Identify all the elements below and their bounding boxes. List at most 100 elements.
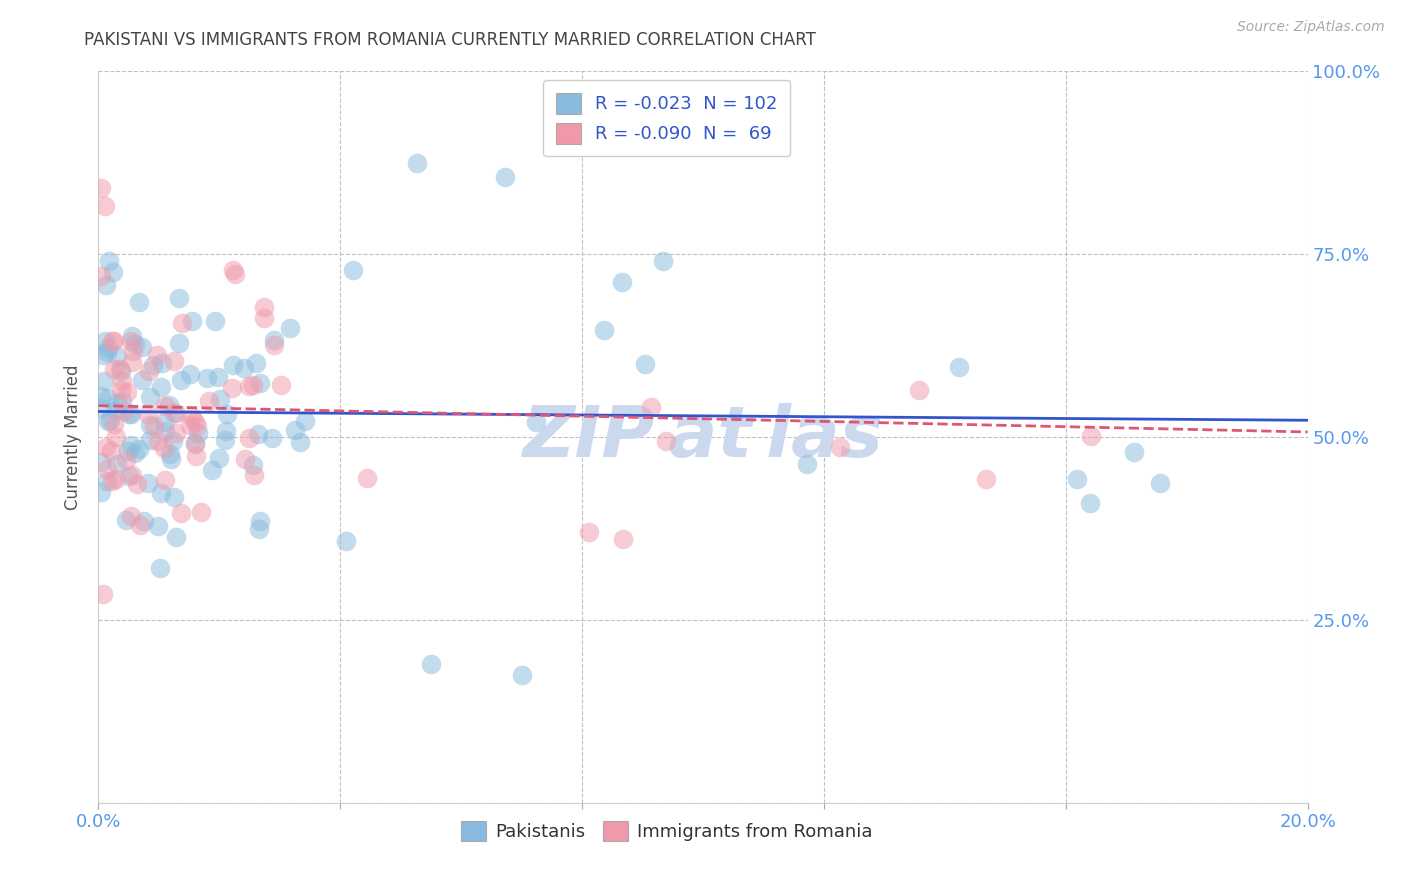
Pakistanis — [163, 406, 186, 420]
Immigrants from Romania — [242, 377, 264, 392]
Pakistanis — [90, 485, 112, 500]
Immigrants from Romania — [1080, 429, 1102, 443]
Pakistanis — [342, 262, 364, 277]
Pakistanis — [118, 469, 141, 483]
Pakistanis — [948, 360, 970, 375]
Pakistanis — [138, 433, 160, 447]
Pakistanis — [221, 358, 243, 372]
Immigrants from Romania — [100, 443, 122, 458]
Pakistanis — [335, 534, 357, 549]
Pakistanis — [162, 434, 184, 448]
Pakistanis — [124, 336, 146, 351]
Pakistanis — [124, 446, 146, 460]
Pakistanis — [157, 397, 180, 411]
Pakistanis — [128, 442, 150, 456]
Immigrants from Romania — [233, 451, 256, 466]
Pakistanis — [207, 450, 229, 465]
Immigrants from Romania — [138, 364, 160, 378]
Immigrants from Romania — [101, 474, 124, 488]
Pakistanis — [97, 392, 120, 406]
Pakistanis — [294, 414, 316, 428]
Immigrants from Romania — [908, 383, 931, 397]
Immigrants from Romania — [136, 407, 159, 421]
Immigrants from Romania — [238, 431, 260, 445]
Immigrants from Romania — [125, 477, 148, 491]
Immigrants from Romania — [121, 355, 143, 369]
Immigrants from Romania — [186, 418, 208, 433]
Immigrants from Romania — [179, 418, 201, 433]
Immigrants from Romania — [121, 467, 143, 482]
Pakistanis — [131, 340, 153, 354]
Pakistanis — [150, 356, 173, 370]
Pakistanis — [117, 443, 139, 458]
Immigrants from Romania — [105, 430, 128, 444]
Immigrants from Romania — [146, 348, 169, 362]
Pakistanis — [184, 435, 207, 450]
Pakistanis — [111, 394, 134, 409]
Pakistanis — [97, 341, 120, 355]
Pakistanis — [160, 451, 183, 466]
Pakistanis — [592, 323, 614, 337]
Pakistanis — [148, 519, 170, 533]
Immigrants from Romania — [103, 362, 125, 376]
Immigrants from Romania — [96, 461, 118, 475]
Immigrants from Romania — [117, 385, 139, 400]
Immigrants from Romania — [103, 417, 125, 431]
Immigrants from Romania — [578, 525, 600, 540]
Pakistanis — [215, 425, 238, 439]
Immigrants from Romania — [222, 263, 245, 277]
Immigrants from Romania — [356, 471, 378, 485]
Immigrants from Romania — [120, 334, 142, 348]
Pakistanis — [796, 457, 818, 471]
Pakistanis — [247, 426, 270, 441]
Pakistanis — [120, 438, 142, 452]
Immigrants from Romania — [110, 361, 132, 376]
Pakistanis — [232, 361, 254, 376]
Pakistanis — [262, 431, 284, 445]
Immigrants from Romania — [974, 472, 997, 486]
Pakistanis — [201, 462, 224, 476]
Immigrants from Romania — [252, 301, 274, 315]
Text: Source: ZipAtlas.com: Source: ZipAtlas.com — [1237, 20, 1385, 34]
Immigrants from Romania — [224, 267, 246, 281]
Immigrants from Romania — [122, 344, 145, 359]
Immigrants from Romania — [114, 452, 136, 467]
Immigrants from Romania — [184, 415, 207, 429]
Immigrants from Romania — [828, 441, 851, 455]
Pakistanis — [118, 407, 141, 421]
Pakistanis — [187, 426, 209, 441]
Pakistanis — [120, 407, 142, 421]
Immigrants from Romania — [90, 269, 112, 284]
Pakistanis — [100, 412, 122, 426]
Pakistanis — [420, 657, 443, 671]
Pakistanis — [284, 423, 307, 437]
Pakistanis — [278, 321, 301, 335]
Immigrants from Romania — [238, 378, 260, 392]
Pakistanis — [1066, 472, 1088, 486]
Pakistanis — [245, 356, 267, 370]
Pakistanis — [167, 292, 190, 306]
Immigrants from Romania — [190, 505, 212, 519]
Pakistanis — [249, 514, 271, 528]
Immigrants from Romania — [100, 334, 122, 348]
Pakistanis — [90, 455, 112, 469]
Pakistanis — [105, 349, 128, 363]
Pakistanis — [142, 359, 165, 373]
Immigrants from Romania — [612, 533, 634, 547]
Pakistanis — [98, 253, 121, 268]
Pakistanis — [494, 170, 516, 185]
Pakistanis — [181, 314, 204, 328]
Immigrants from Romania — [153, 473, 176, 487]
Pakistanis — [215, 407, 238, 421]
Immigrants from Romania — [111, 374, 134, 388]
Immigrants from Romania — [94, 440, 117, 454]
Pakistanis — [90, 389, 112, 403]
Pakistanis — [165, 530, 187, 544]
Pakistanis — [90, 401, 112, 415]
Text: ZIP at las: ZIP at las — [523, 402, 883, 472]
Pakistanis — [91, 348, 114, 362]
Pakistanis — [97, 414, 120, 428]
Pakistanis — [249, 376, 271, 390]
Pakistanis — [96, 345, 118, 359]
Pakistanis — [204, 313, 226, 327]
